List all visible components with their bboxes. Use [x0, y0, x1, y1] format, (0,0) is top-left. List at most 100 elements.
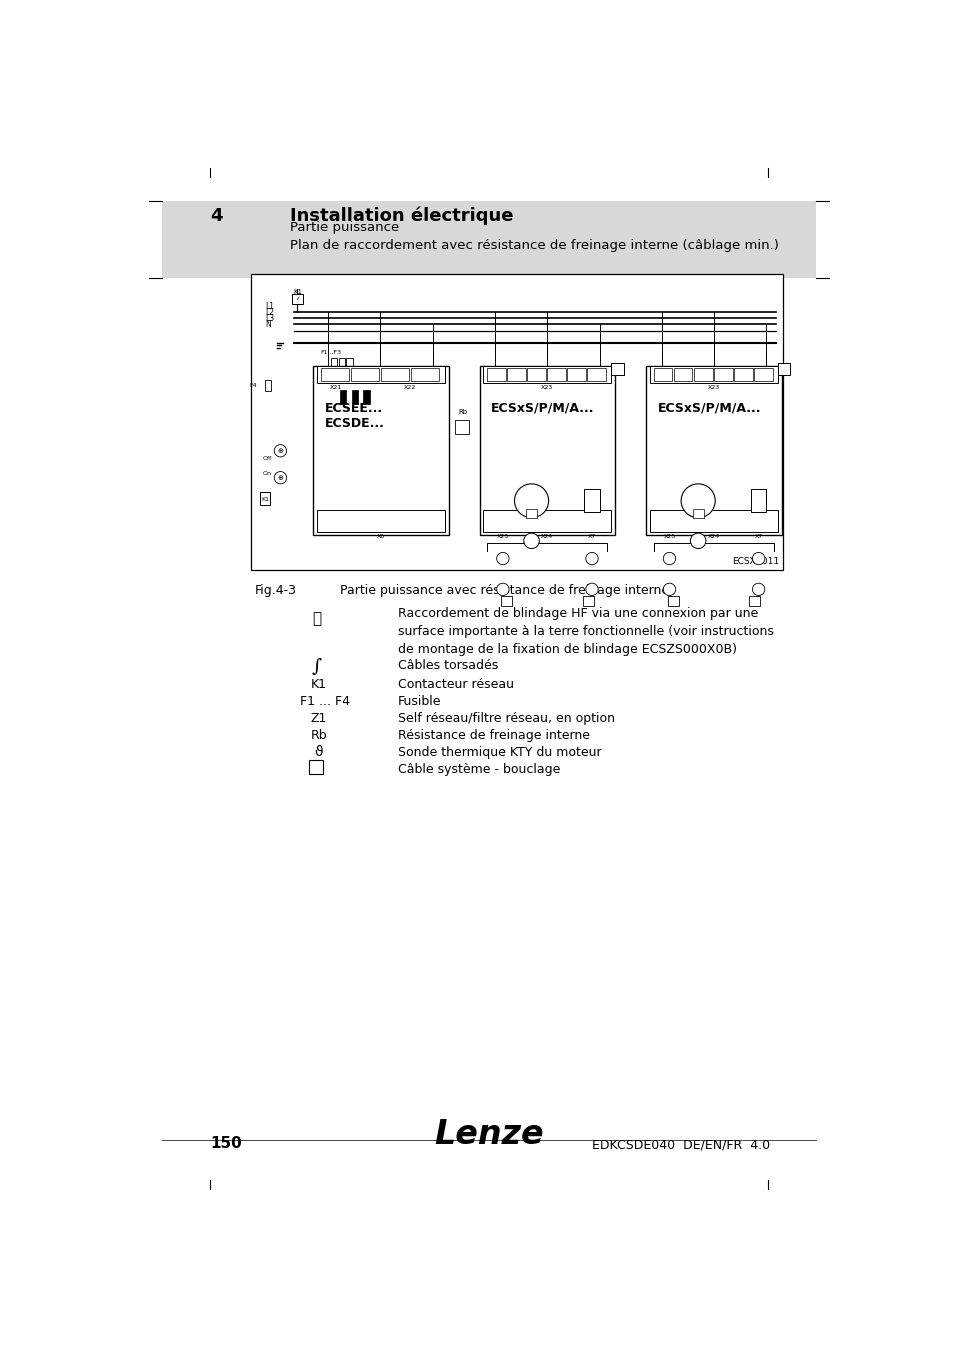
Text: A: A	[614, 364, 619, 374]
Bar	[527, 369, 545, 381]
Text: X7: X7	[587, 533, 596, 539]
Bar	[335, 382, 373, 409]
Circle shape	[274, 471, 286, 483]
Bar	[338, 358, 344, 369]
Bar	[162, 201, 815, 278]
Text: ECSxS/P/M/A...: ECSxS/P/M/A...	[491, 402, 594, 414]
Text: M: M	[526, 491, 536, 501]
Text: A: A	[781, 364, 786, 374]
Text: 2: 2	[696, 522, 700, 528]
Text: R: R	[588, 495, 595, 506]
Text: ECSxS/P/M/A...: ECSxS/P/M/A...	[658, 402, 760, 414]
Bar	[547, 369, 565, 381]
Text: X25: X25	[662, 533, 675, 539]
Circle shape	[680, 483, 715, 518]
Text: ⌖: ⌖	[312, 612, 321, 626]
Text: θ: θ	[529, 509, 533, 517]
Text: Raccordement de blindage HF via une connexion par une
surface importante à la te: Raccordement de blindage HF via une conn…	[397, 608, 773, 656]
Text: 3~: 3~	[526, 502, 537, 508]
Circle shape	[523, 533, 538, 548]
Bar	[733, 369, 752, 381]
Bar	[351, 369, 379, 381]
Text: X25: X25	[497, 533, 508, 539]
Text: R: R	[755, 495, 761, 506]
Text: K1: K1	[311, 678, 326, 691]
Text: K1: K1	[293, 289, 302, 296]
Text: +: +	[693, 536, 702, 545]
Text: 3~: 3~	[692, 502, 702, 508]
Bar	[260, 493, 270, 505]
Circle shape	[514, 483, 548, 518]
Text: Plan de raccordement avec résistance de freinage interne (câblage min.): Plan de raccordement avec résistance de …	[290, 239, 778, 251]
Bar	[309, 760, 323, 774]
Bar	[483, 510, 611, 532]
Text: L1: L1	[265, 301, 274, 310]
Text: F4: F4	[250, 383, 257, 387]
Text: K1: K1	[261, 497, 269, 502]
Circle shape	[752, 552, 764, 564]
Text: EDKCSDE040  DE/EN/FR  4.0: EDKCSDE040 DE/EN/FR 4.0	[592, 1138, 769, 1152]
Circle shape	[497, 552, 509, 564]
Text: F1...F3: F1...F3	[320, 350, 341, 355]
Text: Partie puissance: Partie puissance	[290, 221, 398, 234]
Circle shape	[585, 552, 598, 564]
Text: θ: θ	[696, 509, 700, 517]
Bar	[750, 489, 765, 513]
Text: +: +	[526, 536, 536, 545]
Text: ECSXA011: ECSXA011	[732, 558, 779, 566]
Text: Rb: Rb	[457, 409, 467, 416]
Text: Partie puissance avec résistance de freinage interne: Partie puissance avec résistance de frei…	[340, 585, 669, 597]
Bar	[654, 369, 672, 381]
Bar	[582, 595, 593, 606]
Bar	[692, 509, 703, 518]
Text: 7: 7	[504, 598, 509, 603]
Bar	[713, 369, 732, 381]
Text: ϑ: ϑ	[314, 745, 322, 759]
Bar	[778, 363, 790, 375]
Text: 7: 7	[670, 598, 675, 603]
Text: Off: Off	[262, 456, 272, 460]
Bar	[583, 489, 599, 513]
Text: X24: X24	[707, 533, 720, 539]
Text: M: M	[693, 491, 702, 501]
Text: 4: 4	[210, 207, 222, 225]
Bar	[487, 369, 505, 381]
Bar	[352, 390, 357, 404]
Bar	[748, 595, 760, 606]
Circle shape	[497, 583, 509, 595]
Text: Sonde thermique KTY du moteur: Sonde thermique KTY du moteur	[397, 745, 601, 759]
Text: Rb: Rb	[311, 729, 327, 741]
Bar	[265, 379, 271, 390]
Text: X24: X24	[540, 533, 553, 539]
Bar	[251, 274, 782, 570]
Bar	[320, 369, 349, 381]
Text: X7: X7	[754, 533, 762, 539]
Bar	[340, 390, 346, 404]
Text: ✓: ✓	[294, 297, 299, 301]
Text: Fusible: Fusible	[397, 695, 441, 707]
Text: X6: X6	[376, 533, 384, 539]
Bar	[753, 369, 772, 381]
Text: 2: 2	[529, 522, 533, 528]
Text: L2: L2	[265, 308, 274, 317]
Bar	[649, 366, 778, 383]
Text: ⊕: ⊕	[277, 448, 283, 454]
Bar	[380, 369, 409, 381]
Text: Résistance de freinage interne: Résistance de freinage interne	[397, 729, 590, 741]
Circle shape	[274, 444, 286, 456]
Text: A: A	[313, 763, 319, 772]
Text: Contacteur réseau: Contacteur réseau	[397, 678, 514, 691]
Bar	[645, 366, 781, 536]
Bar	[567, 369, 585, 381]
Text: X23: X23	[540, 385, 553, 390]
Bar	[331, 358, 336, 369]
Text: 150: 150	[210, 1137, 241, 1152]
Bar	[411, 369, 439, 381]
Text: 6: 6	[585, 598, 590, 603]
Bar	[611, 363, 623, 375]
Bar	[363, 390, 369, 404]
Text: On: On	[262, 471, 272, 477]
Bar	[694, 369, 712, 381]
Text: Fig.4-3: Fig.4-3	[254, 585, 296, 597]
Text: Z1:: Z1:	[319, 389, 329, 394]
